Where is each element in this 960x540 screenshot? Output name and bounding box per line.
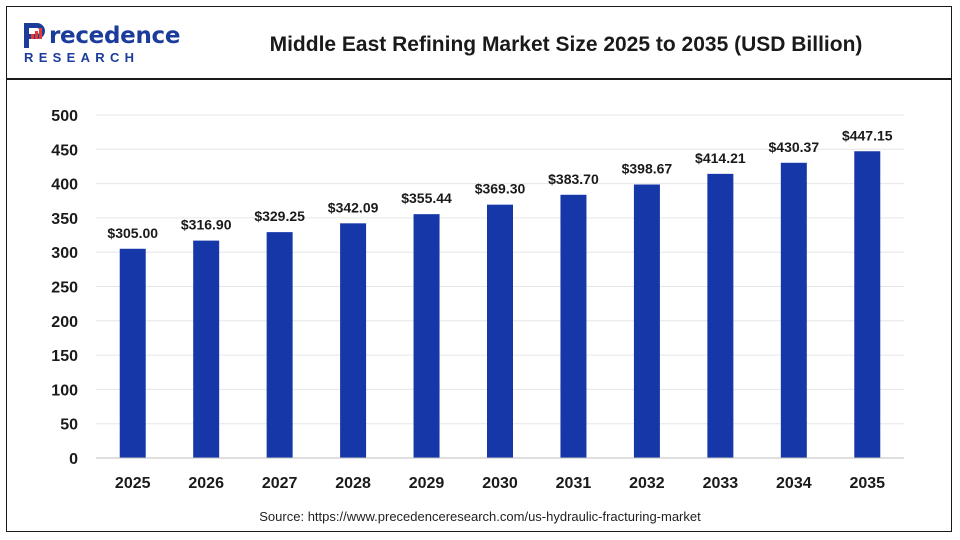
data-label: $329.25 — [254, 208, 305, 224]
data-label: $305.00 — [107, 225, 158, 241]
y-tick-label: 150 — [51, 348, 78, 365]
y-axis-ticks: 0 50 100 150 200 250 300 350 400 450 500 — [51, 108, 78, 468]
bar — [633, 184, 660, 458]
bar — [560, 194, 587, 458]
bar — [780, 162, 807, 458]
x-tick-label: 2035 — [849, 475, 885, 492]
bar — [119, 248, 146, 458]
x-tick-label: 2034 — [776, 475, 812, 492]
source-prefix: Source: — [259, 509, 308, 524]
bar — [707, 173, 734, 459]
chart-title: Middle East Refining Market Size 2025 to… — [269, 33, 863, 56]
x-tick-label: 2029 — [409, 475, 445, 492]
y-tick-label: 400 — [51, 177, 78, 194]
data-label: $316.90 — [181, 217, 232, 233]
y-tick-label: 100 — [51, 382, 78, 399]
logo-wordmark: recedence — [49, 23, 181, 49]
x-tick-label: 2027 — [262, 475, 298, 492]
y-tick-label: 350 — [51, 211, 78, 228]
x-tick-label: 2026 — [188, 475, 224, 492]
data-label: $383.70 — [548, 171, 599, 187]
x-tick-label: 2030 — [482, 475, 518, 492]
bar — [413, 214, 440, 458]
logo-subtitle: RESEARCH — [24, 50, 140, 65]
source-link[interactable]: https://www.precedenceresearch.com/us-hy… — [307, 509, 701, 524]
x-tick-label: 2031 — [556, 475, 592, 492]
x-axis-ticks: 2025 2026 2027 2028 2029 2030 2031 2032 2033 2034… — [115, 475, 885, 492]
chart-header: recedence RESEARCH Middle East Refining … — [6, 6, 952, 80]
logo-p-icon — [24, 23, 45, 48]
y-tick-label: 250 — [51, 280, 78, 297]
bar — [487, 204, 513, 458]
data-label: $430.37 — [769, 139, 820, 155]
bars — [119, 151, 881, 459]
data-labels: $305.00 $316.90 $329.25 $342.09 $355.44 $369.… — [107, 127, 892, 241]
data-label: $369.30 — [475, 181, 526, 197]
y-tick-label: 50 — [60, 417, 78, 434]
data-label: $414.21 — [695, 150, 746, 166]
brand-logo: recedence RESEARCH — [22, 20, 180, 68]
y-tick-label: 0 — [69, 451, 78, 468]
data-label: $342.09 — [328, 199, 379, 215]
data-label: $398.67 — [622, 161, 673, 177]
x-tick-label: 2028 — [335, 475, 371, 492]
y-tick-label: 450 — [51, 142, 78, 159]
x-tick-label: 2025 — [115, 475, 151, 492]
x-tick-label: 2032 — [629, 475, 665, 492]
x-tick-label: 2033 — [703, 475, 739, 492]
data-label: $447.15 — [842, 127, 893, 143]
bar — [193, 240, 220, 458]
bar — [854, 151, 881, 458]
data-label: $355.44 — [401, 190, 452, 206]
bar — [340, 223, 367, 458]
source-note: Source: https://www.precedenceresearch.c… — [0, 509, 960, 525]
y-tick-label: 500 — [51, 108, 78, 125]
y-tick-label: 200 — [51, 314, 78, 331]
y-tick-label: 300 — [51, 245, 78, 262]
bar — [266, 232, 293, 458]
